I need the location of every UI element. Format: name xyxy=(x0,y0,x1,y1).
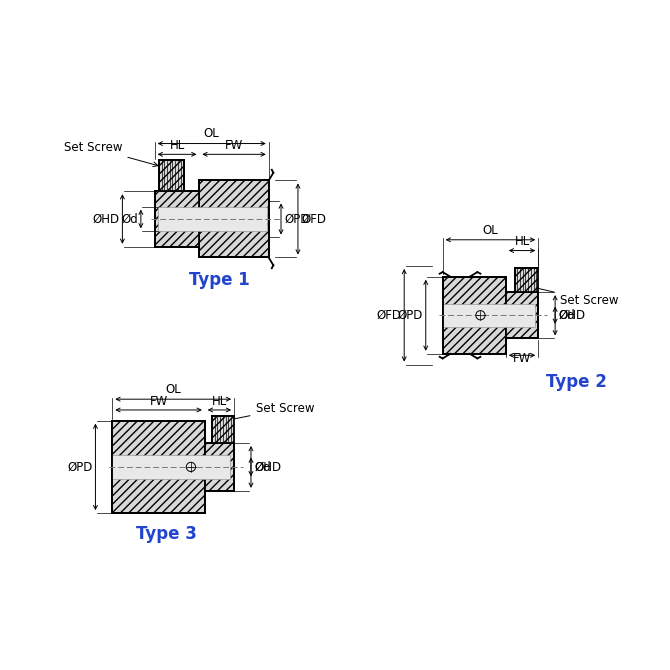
Bar xyxy=(113,455,230,479)
Bar xyxy=(159,161,184,191)
Bar xyxy=(443,304,535,327)
Text: Type 1: Type 1 xyxy=(189,271,250,289)
Text: FW: FW xyxy=(225,139,243,152)
Text: HL: HL xyxy=(515,235,530,249)
Bar xyxy=(443,277,506,354)
Text: ØPD: ØPD xyxy=(67,460,92,474)
Text: HL: HL xyxy=(170,139,185,152)
Bar xyxy=(212,416,234,443)
Text: OL: OL xyxy=(165,383,181,396)
Text: Ød: Ød xyxy=(254,460,271,474)
Text: ØFD: ØFD xyxy=(301,212,326,226)
Text: ØFD: ØFD xyxy=(376,309,401,322)
Text: ØHD: ØHD xyxy=(254,460,281,474)
Bar xyxy=(506,292,538,338)
Text: Set Screw: Set Screw xyxy=(221,402,314,423)
Bar xyxy=(515,267,538,292)
Bar xyxy=(200,180,269,257)
Text: OL: OL xyxy=(482,224,498,237)
Bar xyxy=(158,206,267,231)
Text: Ød: Ød xyxy=(558,309,575,322)
Text: HL: HL xyxy=(212,395,227,407)
Bar xyxy=(155,191,200,247)
Bar xyxy=(205,443,234,491)
Text: ØPD: ØPD xyxy=(397,309,423,322)
Text: ØHD: ØHD xyxy=(558,309,586,322)
Text: Type 3: Type 3 xyxy=(136,525,197,543)
Text: Set Screw: Set Screw xyxy=(64,141,158,167)
Text: OL: OL xyxy=(204,127,220,141)
Text: FW: FW xyxy=(149,395,168,407)
Text: ØPD: ØPD xyxy=(284,212,310,226)
Bar xyxy=(113,421,205,513)
Text: FW: FW xyxy=(513,352,531,364)
Text: Ød: Ød xyxy=(122,212,139,226)
Text: ØHD: ØHD xyxy=(92,212,119,226)
Text: Type 2: Type 2 xyxy=(546,373,607,391)
Text: Set Screw: Set Screw xyxy=(525,284,618,307)
